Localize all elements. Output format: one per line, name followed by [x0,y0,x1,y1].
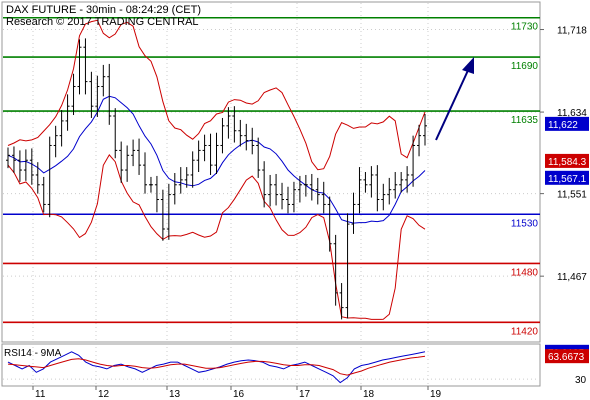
chart-subtitle: Research © 2017 TRADING CENTRAL [6,16,199,28]
rsi-tick-label: 30 [575,375,587,386]
x-tick-label: 11 [35,389,46,400]
y-tick-label: 11,467 [557,272,587,283]
projection-arrow [435,57,474,141]
x-tick-label: 18 [363,389,375,400]
y-tick-label: 11,718 [557,26,587,37]
grid [3,3,540,386]
candlesticks [6,38,427,320]
x-tick-label: 13 [169,389,181,400]
bollinger-lower [7,154,426,320]
level-label-11530: 11530 [511,218,539,229]
level-label-11730: 11730 [511,22,539,33]
axes: 11,718 11,634 11,551 11,467 11 12 13 16 17 18 19 11… [32,26,589,400]
rsi-plot-frame [1,343,541,387]
last-price-tag-box [545,116,589,131]
indicator-tag-moving_average-box [545,170,589,185]
level-label-11480: 11480 [511,267,539,278]
rsi-tag-9MA: 63.6673 [545,349,589,364]
arrow-head [462,57,474,74]
y-tick-label: 11,551 [557,190,587,201]
level-label-11690: 11690 [511,61,539,72]
level-label-11420: 11420 [511,326,539,337]
rsi-series-9MA [7,355,426,376]
indicator-tag-moving_average: 11,567.1 [545,170,589,185]
horizontal-levels: 11730 11690 11635 11530 11480 11420 [3,16,540,337]
rsi-title: RSI14 - 9MA [4,348,62,359]
x-tick-label: 16 [233,389,245,400]
indicator-tag-bollinger-text: 11,584.3 [548,157,587,168]
last-price-tag: 11,622 [545,116,589,131]
level-label-11635: 11635 [511,115,539,126]
last-price-tag-text: 11,622 [548,120,578,131]
main-plot-frame [1,1,541,343]
chart-title: DAX FUTURE - 30min - 08:24:29 (CET) [6,4,201,16]
indicator-tag-moving_average-text: 11,567.1 [548,174,587,185]
x-tick-label: 12 [98,389,110,400]
y-tick-label: 11,634 [557,108,587,119]
x-tick-label: 19 [430,389,442,400]
rsi-panel: 30 [3,351,587,386]
indicator-tag-bollinger-box [545,153,589,168]
rsi-tag-9MA-box [545,349,589,364]
indicator-tag-bollinger: 11,584.3 [545,153,589,168]
bollinger-upper [7,19,426,171]
x-tick-label: 17 [299,389,311,400]
rsi-tag-9MA-text: 63.6673 [548,352,585,363]
arrow-shaft [435,65,471,141]
